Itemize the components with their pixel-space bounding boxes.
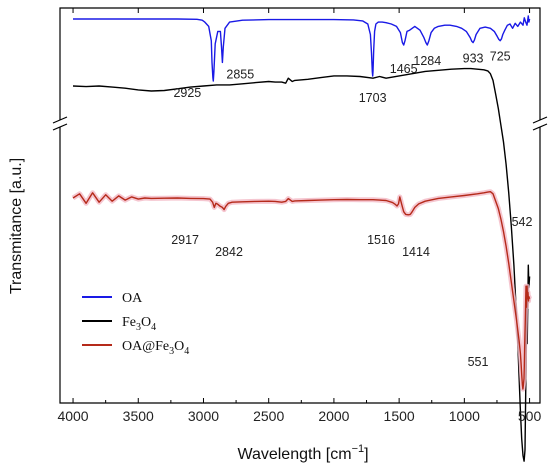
legend: OA Fe3O4 OA@Fe3O4 (82, 291, 189, 357)
legend-label: OA@Fe3O4 (122, 339, 189, 357)
x-tick-label: 2000 (318, 408, 349, 424)
axes-frame-top (59, 7, 541, 120)
peak-label-1516: 1516 (367, 233, 395, 247)
peak-label-1414: 1414 (402, 245, 430, 259)
peak-label-2855: 2855 (226, 67, 254, 81)
plot-axes (52, 7, 548, 404)
peak-label-933: 933 (463, 52, 484, 66)
x-tick-label: 3000 (188, 408, 219, 424)
x-tick-label: 3500 (123, 408, 154, 424)
peak-label-1284: 1284 (413, 54, 441, 68)
y-axis-label: Transmitance [a.u.] (8, 158, 25, 294)
axis-break-mark-left-1 (52, 116, 68, 124)
x-tick-label: 2500 (253, 408, 284, 424)
peak-label-1703: 1703 (359, 91, 387, 105)
series-line-oa (73, 15, 531, 82)
x-tick-label: 1000 (449, 408, 480, 424)
peak-label-551: 551 (468, 355, 489, 369)
legend-label: Fe3O4 (122, 315, 156, 333)
peak-label-1465: 1465 (390, 62, 418, 76)
x-tick-label: 4000 (57, 408, 88, 424)
axis-break-mark-right-1 (532, 116, 548, 124)
x-tick-label: 500 (518, 408, 542, 424)
series-line-fe3o4 (72, 67, 531, 462)
peak-label-2917: 2917 (171, 233, 199, 247)
x-tick-label: 1500 (384, 408, 415, 424)
peak-label-2925: 2925 (173, 86, 201, 100)
x-tick-labels: 4000 3500 3000 2500 2000 1500 1000 500 (57, 408, 541, 424)
peak-label-542: 542 (512, 215, 533, 229)
series-group (71, 15, 532, 462)
axis-break-mark-left-2 (52, 123, 68, 131)
x-axis-label: Wavelength [cm−1] (237, 443, 368, 463)
peak-label-725: 725 (490, 50, 511, 64)
series-line-oa-fe3o4 (72, 191, 531, 390)
legend-label: OA (122, 291, 143, 306)
axis-break-mark-right-2 (532, 123, 548, 131)
peak-label-2842: 2842 (215, 245, 243, 259)
axes-frame-bottom (59, 127, 541, 404)
